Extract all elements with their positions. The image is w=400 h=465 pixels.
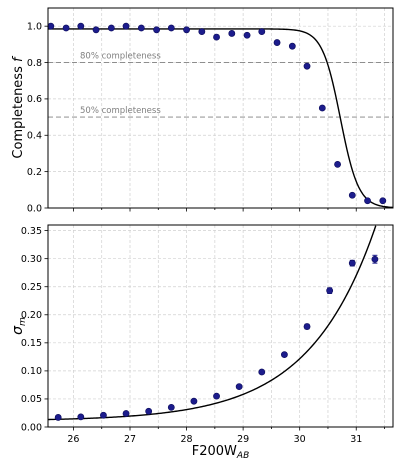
data-point: [348, 259, 356, 267]
data-point: [153, 26, 160, 34]
y-tick-label: 0.30: [21, 254, 42, 265]
data-point: [364, 197, 371, 205]
y-tick-label: 0.35: [21, 226, 42, 237]
data-point: [326, 287, 334, 295]
data-point: [145, 407, 153, 415]
y-tick-label: 0.0: [27, 203, 42, 214]
x-tick-label: 29: [237, 434, 249, 445]
data-point: [122, 410, 130, 417]
data-point: [213, 392, 220, 400]
data-point: [303, 323, 311, 330]
x-axis-label: F200WAB: [192, 444, 250, 461]
data-point: [137, 24, 145, 32]
data-point: [62, 24, 70, 32]
data-point: [107, 24, 115, 32]
data-point: [77, 22, 85, 30]
data-point: [235, 383, 243, 390]
data-point: [122, 22, 130, 30]
y-tick-label: 0.8: [27, 58, 42, 69]
data-point: [100, 411, 107, 419]
data-point: [198, 28, 206, 36]
panel-sigma: 0.00 0.05 0.10 0.15 0.20 0.25 0.30 0.35 26 27 28 29…: [21, 224, 394, 445]
x-tick-label: 30: [294, 434, 306, 445]
y-tick-label: 1.0: [27, 21, 42, 32]
y-tick-label: 0.6: [27, 94, 42, 105]
y-tick-label: 0.00: [21, 422, 42, 433]
y-axis-label-completeness: Completeness f: [11, 55, 26, 159]
data-point: [348, 191, 356, 199]
reference-label-50: 50% completeness: [80, 106, 161, 116]
data-point: [379, 197, 387, 205]
x-tick-label: 31: [350, 434, 362, 445]
y-tick-label: 0.4: [27, 131, 42, 142]
data-point: [167, 24, 175, 32]
data-point: [167, 403, 175, 411]
data-point: [303, 62, 311, 70]
axes-frame: [47, 224, 394, 428]
fit-curve: [48, 28, 393, 208]
data-point: [48, 22, 55, 30]
data-point: [77, 413, 85, 421]
data-point: [92, 26, 100, 34]
y-tick-label: 0.15: [21, 338, 42, 349]
fit-curve: [48, 225, 377, 421]
y-tick-label: 0.05: [21, 394, 42, 405]
data-point: [258, 368, 266, 376]
data-point: [190, 397, 198, 405]
y-axis-label-sigma: σm: [10, 317, 28, 335]
data-point: [281, 351, 288, 359]
data-point: [288, 42, 296, 50]
data-point: [213, 33, 220, 41]
x-tick-label: 27: [124, 434, 136, 445]
y-tick-label: 0.10: [21, 366, 42, 377]
data-point: [273, 39, 281, 46]
data-point: [258, 28, 266, 36]
reference-label-80: 80% completeness: [80, 52, 161, 62]
y-tick-label: 0.2: [27, 167, 42, 178]
x-tick-label: 26: [67, 434, 79, 445]
y-tick-label: 0.20: [21, 310, 42, 321]
data-point: [334, 160, 341, 168]
y-tick-label: 0.25: [21, 282, 42, 293]
data-point: [54, 414, 62, 421]
data-point: [318, 104, 326, 112]
panel-completeness: 80% completeness 50% completeness 0.0 0.2 0.…: [27, 7, 394, 214]
x-tick-label: 28: [181, 434, 193, 445]
data-point: [243, 31, 251, 39]
data-point: [228, 30, 236, 37]
axes-frame: [47, 7, 394, 209]
data-point: [183, 26, 190, 34]
data-point: [371, 255, 379, 263]
